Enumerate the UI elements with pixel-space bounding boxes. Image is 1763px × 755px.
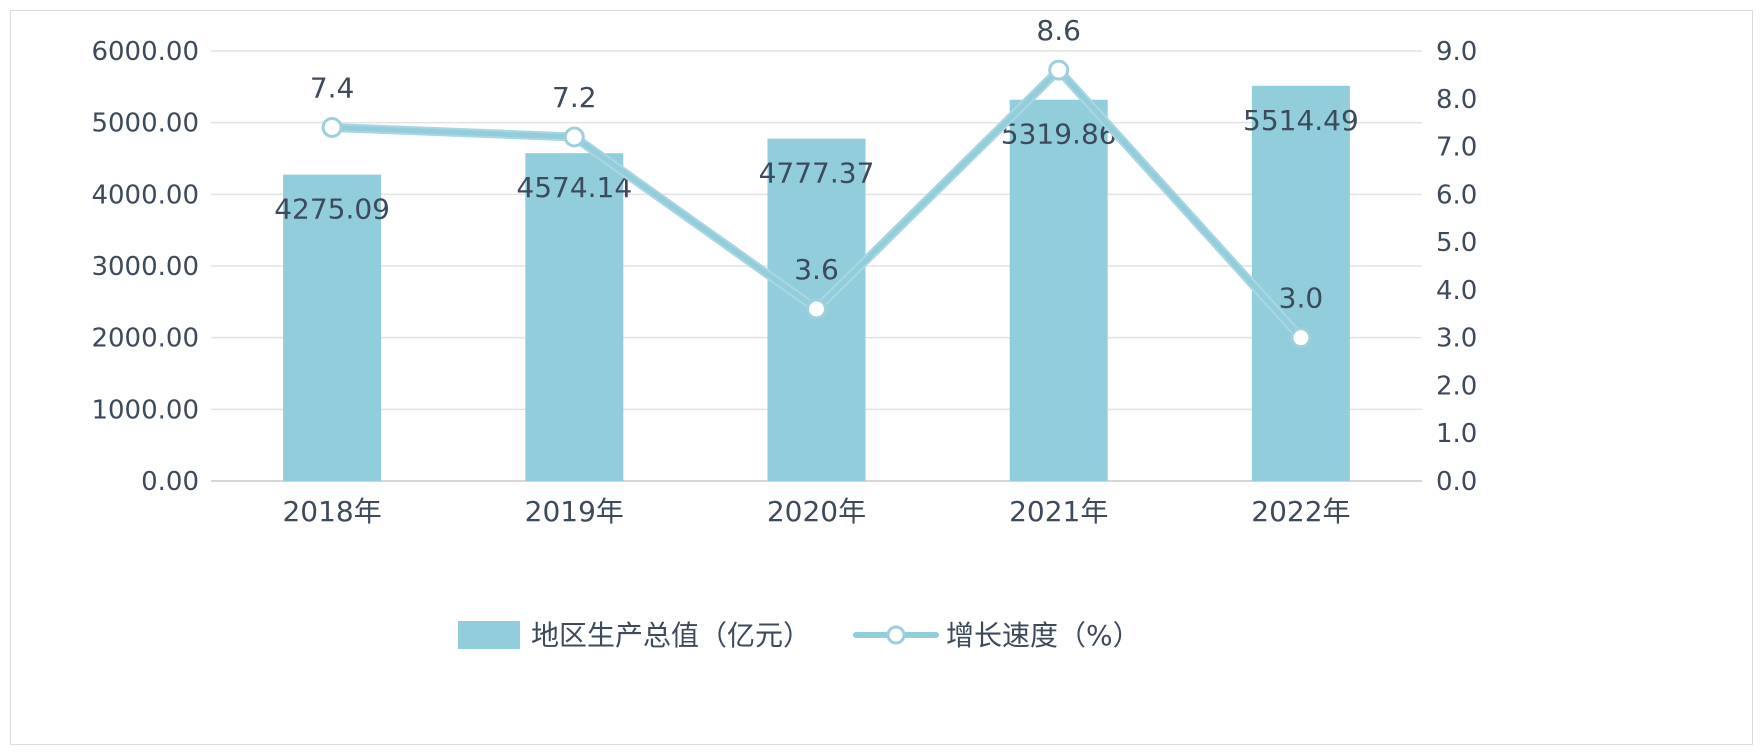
- growth-point: [806, 298, 827, 320]
- y-left-tick-label: 6000.00: [91, 37, 199, 67]
- y-left-tick-label: 3000.00: [91, 252, 199, 282]
- y-right-tick-label: 4.0: [1436, 276, 1477, 306]
- growth-value-label: 3.0: [1279, 282, 1324, 315]
- growth-point: [321, 116, 343, 138]
- bar-value-label: 5319.86: [1001, 118, 1117, 151]
- y-right-tick-label: 9.0: [1436, 37, 1477, 67]
- combo-chart: 0.00 1000.00 2000.00 3000.00 4000.00 5000.00 6…: [91, 14, 1477, 652]
- x-tick-label: 2021年: [1009, 495, 1108, 528]
- y-right-tick-label: 2.0: [1436, 371, 1477, 401]
- x-tick-label: 2018年: [282, 495, 381, 528]
- y-right-tick-label: 6.0: [1436, 180, 1477, 210]
- x-tick-label: 2020年: [767, 495, 866, 528]
- y-left-tick-label: 4000.00: [91, 180, 199, 210]
- growth-value-label: 7.4: [310, 71, 355, 104]
- bar-gdp: [525, 153, 624, 481]
- growth-value-label: 7.2: [552, 81, 597, 114]
- y-left-tick-label: 1000.00: [91, 395, 199, 425]
- legend-marker-growth: [886, 625, 906, 645]
- y-left-tick-label: 2000.00: [91, 324, 199, 354]
- bar-gdp: [1251, 85, 1350, 481]
- y-right-tick-label: 3.0: [1436, 324, 1477, 354]
- growth-value-label: 8.6: [1036, 14, 1081, 47]
- y-left-tick-label: 5000.00: [91, 109, 199, 139]
- bar-value-label: 4777.37: [759, 157, 875, 190]
- x-tick-label: 2019年: [525, 495, 624, 528]
- legend-swatch-gdp: [458, 621, 520, 649]
- growth-point: [563, 126, 585, 148]
- bar-gdp: [283, 174, 382, 482]
- y-left-tick-label: 0.00: [141, 467, 199, 497]
- growth-point: [1048, 59, 1070, 81]
- legend-label-growth: 增长速度（%）: [946, 619, 1141, 652]
- y-right-tick-label: 8.0: [1436, 85, 1477, 115]
- y-right-tick-label: 1.0: [1436, 419, 1477, 449]
- chart-frame: 0.00 1000.00 2000.00 3000.00 4000.00 5000.00 6…: [10, 10, 1753, 745]
- bar-gdp: [1009, 99, 1108, 481]
- y-right-tick-label: 7.0: [1436, 133, 1477, 163]
- legend-label-gdp: 地区生产总值（亿元）: [531, 619, 811, 652]
- x-tick-label: 2022年: [1251, 495, 1350, 528]
- bar-value-label: 4574.14: [516, 171, 632, 204]
- growth-point: [1290, 327, 1312, 349]
- y-right-tick-label: 5.0: [1436, 228, 1477, 258]
- growth-value-label: 3.6: [794, 253, 839, 286]
- bar-value-label: 5514.49: [1243, 104, 1359, 137]
- bar-value-label: 4275.09: [274, 193, 390, 226]
- y-right-tick-label: 0.0: [1436, 467, 1477, 497]
